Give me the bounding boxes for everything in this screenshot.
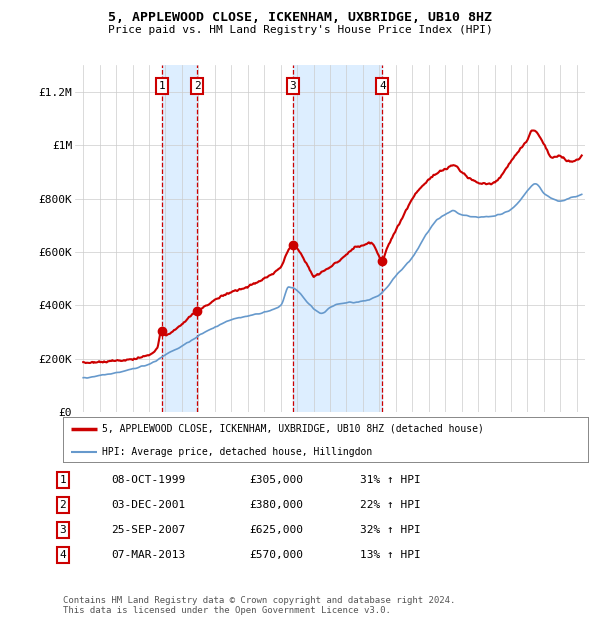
Text: 2: 2 xyxy=(59,500,67,510)
Text: 08-OCT-1999: 08-OCT-1999 xyxy=(111,475,185,485)
Text: 1: 1 xyxy=(59,475,67,485)
Text: 07-MAR-2013: 07-MAR-2013 xyxy=(111,550,185,560)
Text: 5, APPLEWOOD CLOSE, ICKENHAM, UXBRIDGE, UB10 8HZ (detached house): 5, APPLEWOOD CLOSE, ICKENHAM, UXBRIDGE, … xyxy=(103,424,484,434)
Text: 13% ↑ HPI: 13% ↑ HPI xyxy=(360,550,421,560)
Text: 22% ↑ HPI: 22% ↑ HPI xyxy=(360,500,421,510)
Text: 4: 4 xyxy=(59,550,67,560)
Text: 32% ↑ HPI: 32% ↑ HPI xyxy=(360,525,421,535)
Text: 4: 4 xyxy=(379,81,386,91)
Text: 3: 3 xyxy=(59,525,67,535)
Text: £570,000: £570,000 xyxy=(249,550,303,560)
Text: 03-DEC-2001: 03-DEC-2001 xyxy=(111,500,185,510)
Text: HPI: Average price, detached house, Hillingdon: HPI: Average price, detached house, Hill… xyxy=(103,447,373,457)
Text: £625,000: £625,000 xyxy=(249,525,303,535)
Text: £380,000: £380,000 xyxy=(249,500,303,510)
Bar xyxy=(293,65,382,412)
Text: 3: 3 xyxy=(289,81,296,91)
Text: 31% ↑ HPI: 31% ↑ HPI xyxy=(360,475,421,485)
Text: 2: 2 xyxy=(194,81,200,91)
Text: Price paid vs. HM Land Registry's House Price Index (HPI): Price paid vs. HM Land Registry's House … xyxy=(107,25,493,35)
Bar xyxy=(161,65,197,412)
Text: 25-SEP-2007: 25-SEP-2007 xyxy=(111,525,185,535)
Text: £305,000: £305,000 xyxy=(249,475,303,485)
Text: 5, APPLEWOOD CLOSE, ICKENHAM, UXBRIDGE, UB10 8HZ: 5, APPLEWOOD CLOSE, ICKENHAM, UXBRIDGE, … xyxy=(108,11,492,24)
Text: Contains HM Land Registry data © Crown copyright and database right 2024.
This d: Contains HM Land Registry data © Crown c… xyxy=(63,596,455,615)
Text: 1: 1 xyxy=(158,81,165,91)
